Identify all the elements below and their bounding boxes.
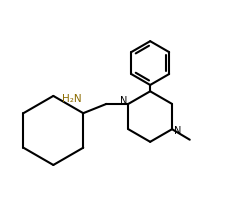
- Text: N: N: [174, 126, 182, 136]
- Text: N: N: [120, 95, 127, 105]
- Text: H₂N: H₂N: [62, 94, 81, 104]
